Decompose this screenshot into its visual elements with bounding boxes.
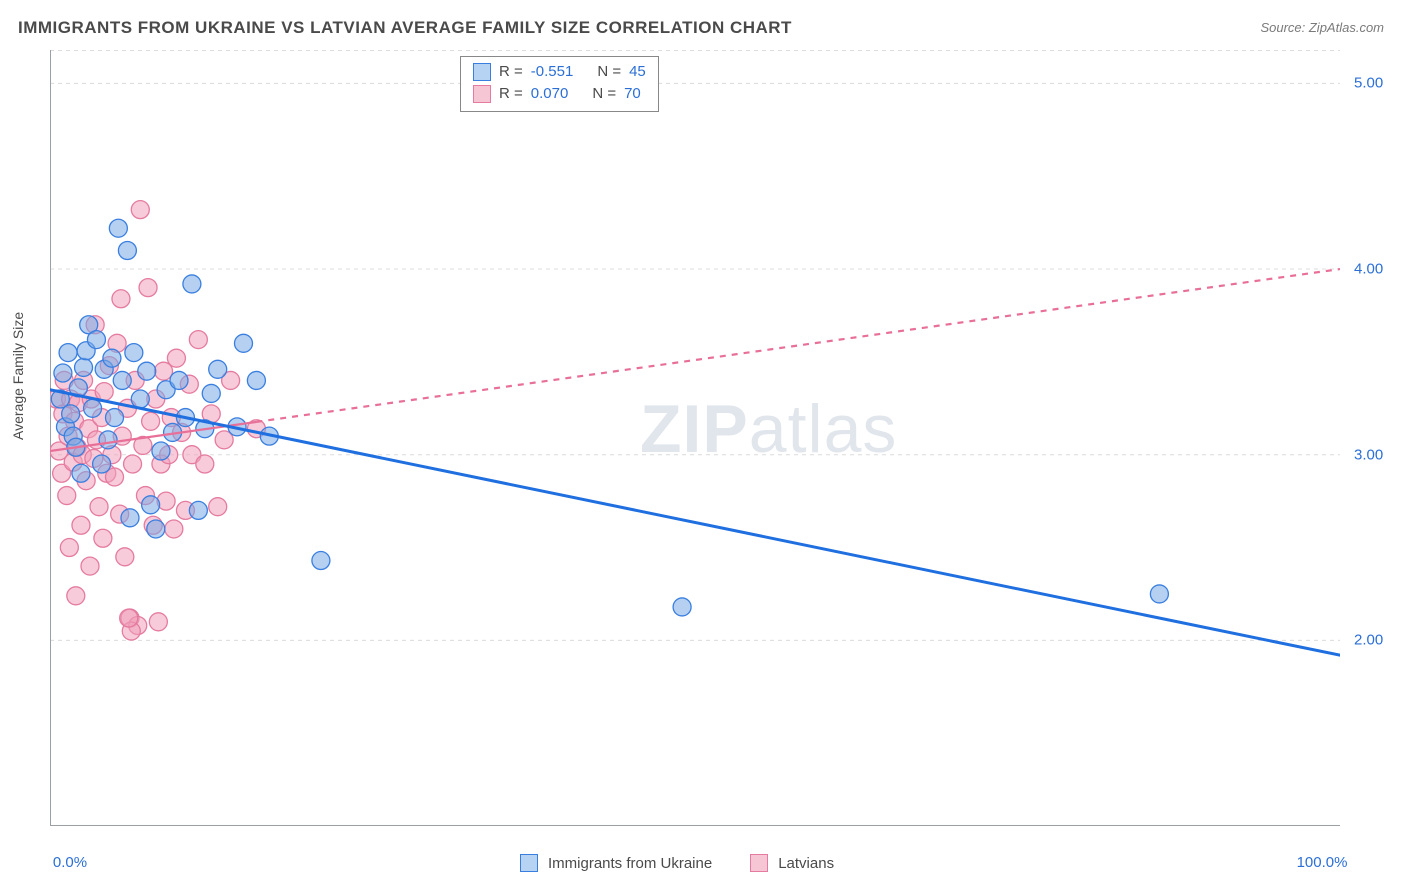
plot-area	[50, 50, 1340, 826]
y-tick-label: 2.00	[1354, 632, 1383, 649]
legend-label: Immigrants from Ukraine	[548, 855, 712, 872]
source-label: Source: ZipAtlas.com	[1260, 20, 1384, 35]
chart-title: IMMIGRANTS FROM UKRAINE VS LATVIAN AVERA…	[18, 18, 792, 38]
y-tick-label: 4.00	[1354, 261, 1383, 278]
y-tick-label: 5.00	[1354, 75, 1383, 92]
legend-row: R = -0.551 N = 45	[473, 61, 646, 83]
legend-swatch-pink	[473, 85, 491, 103]
r-value: -0.551	[531, 61, 574, 83]
legend-swatch-blue	[520, 854, 538, 872]
n-label: N =	[597, 61, 621, 83]
n-value: 70	[624, 83, 641, 105]
y-axis-label: Average Family Size	[10, 312, 26, 440]
legend-swatch-blue	[473, 63, 491, 81]
legend-swatch-pink	[750, 854, 768, 872]
chart-container: IMMIGRANTS FROM UKRAINE VS LATVIAN AVERA…	[0, 0, 1406, 892]
r-label: R =	[499, 83, 523, 105]
legend-series: Immigrants from Ukraine Latvians	[520, 854, 834, 872]
x-min-label: 0.0%	[53, 854, 87, 871]
r-label: R =	[499, 61, 523, 83]
n-value: 45	[629, 61, 646, 83]
r-value: 0.070	[531, 83, 569, 105]
legend-row: R = 0.070 N = 70	[473, 83, 646, 105]
x-max-label: 100.0%	[1297, 854, 1348, 871]
y-tick-label: 3.00	[1354, 446, 1383, 463]
n-label: N =	[592, 83, 616, 105]
legend-label: Latvians	[778, 855, 834, 872]
legend-correlation: R = -0.551 N = 45 R = 0.070 N = 70	[460, 56, 659, 112]
